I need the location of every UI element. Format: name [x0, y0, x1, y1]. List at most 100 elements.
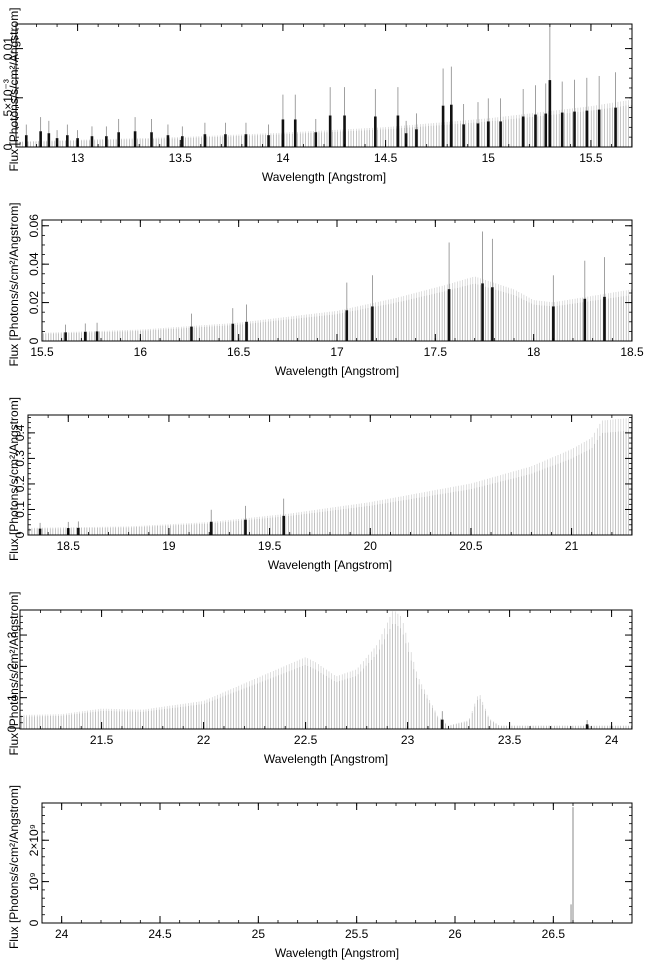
line-bar	[231, 323, 235, 341]
line-bar	[499, 121, 502, 147]
y-tick-label: 0.06	[27, 214, 41, 238]
emission-lines	[38, 498, 285, 535]
x-axis-title: Wavelength [Angstrom]	[264, 752, 388, 766]
y-tick-label: 2×10⁹	[27, 824, 41, 856]
line-bar	[328, 115, 332, 147]
line-bar	[166, 135, 170, 147]
line-bar	[374, 116, 377, 147]
x-tick-label: 14.5	[374, 151, 398, 165]
y-axis-title: Flux [Photons/s/cm²/Angstrom]	[7, 785, 21, 949]
line-bar	[244, 519, 247, 535]
y-axis-title: Flux [Photons/s/cm²/Angstrom]	[7, 202, 21, 366]
line-bar	[534, 114, 537, 147]
x-tick-label: 18.5	[57, 539, 81, 553]
x-tick-label: 25.5	[345, 927, 369, 941]
x-tick-label: 23.5	[498, 733, 522, 747]
x-tick-label: 16	[134, 345, 148, 359]
panel-1: 13 13.5 14 14.5 15 15.5 0 5×10⁻³ 0.01 Wavelength …	[1, 7, 633, 184]
x-tick-label: 20	[364, 539, 378, 553]
line-bar	[573, 111, 576, 147]
x-tick-label: 15.5	[30, 345, 54, 359]
line-bar	[491, 287, 494, 341]
x-tick-label: 21	[565, 539, 579, 553]
plot-frame	[15, 23, 633, 148]
x-tick-label: 23	[401, 733, 415, 747]
line-bar	[614, 107, 617, 147]
y-tick-label: 0.2	[13, 475, 27, 492]
x-tick-label: 18	[527, 345, 541, 359]
y-tick-label: 3	[5, 631, 19, 638]
line-bar	[343, 115, 346, 147]
y-axis-title: Flux [Photons/s/cm²/Angstrom]	[7, 591, 21, 755]
y-tick-label: 5×10⁻³	[1, 79, 15, 116]
continuum-bars	[42, 276, 632, 341]
y-minor-ticks	[42, 806, 632, 924]
y-minor-ticks	[16, 28, 632, 148]
x-axis-title: Wavelength [Angstrom]	[268, 558, 392, 572]
panel-3: 18.5 19 19.5 20 20.5 21 0 0.1 0.2 0.3 0.4 Wavelengt…	[7, 397, 633, 572]
y-tick-label: 10⁹	[27, 872, 41, 891]
line-bar	[314, 132, 318, 147]
y-axis-title: Flux [Photons/s/cm²/Angstrom]	[7, 397, 21, 561]
line-bar	[245, 321, 248, 341]
line-bar	[404, 133, 408, 147]
x-tick-label: 15	[482, 151, 496, 165]
panel-2: 15.5 16 16.5 17 17.5 18 18.5 0 0.02 0.04 0.06 Wavel…	[7, 202, 644, 378]
line-bar	[486, 121, 490, 147]
line-bar	[281, 119, 285, 147]
continuum-bars	[20, 611, 632, 729]
x-minor-ticks	[41, 803, 633, 923]
x-tick-label: 18.5	[620, 345, 644, 359]
line-bar	[597, 109, 601, 147]
x-tick-label: 26	[448, 927, 462, 941]
y-tick-label: 1	[5, 694, 19, 701]
x-tick-label: 22.5	[294, 733, 318, 747]
y-tick-label: 0	[27, 337, 41, 344]
line-bar	[224, 134, 227, 147]
x-tick-label: 14	[276, 151, 290, 165]
y-tick-label: 0.02	[27, 291, 41, 315]
x-minor-ticks	[15, 24, 633, 147]
line-bar	[83, 331, 87, 341]
x-tick-label: 24	[605, 733, 619, 747]
x-tick-label: 19	[162, 539, 176, 553]
line-bar	[396, 115, 400, 147]
line-bar	[293, 119, 297, 147]
x-tick-label: 15.5	[579, 151, 603, 165]
x-tick-label: 17.5	[424, 345, 448, 359]
y-tick-label: 0.04	[27, 252, 41, 276]
line-bar	[282, 515, 285, 535]
y-tick-label: 0.3	[13, 450, 27, 467]
x-tick-label: 16.5	[227, 345, 251, 359]
y-tick-label: 0	[5, 725, 19, 732]
line-bar	[415, 129, 418, 147]
line-bar	[544, 113, 548, 147]
y-tick-label: 0.4	[13, 424, 27, 441]
y-axis-title: Flux [Photons/s/cm²/Angstrom]	[7, 7, 21, 171]
line-bar	[447, 289, 451, 341]
emission-lines	[24, 24, 617, 147]
line-bar	[95, 331, 99, 341]
x-tick-label: 19.5	[258, 539, 282, 553]
x-axis-title: Wavelength [Angstrom]	[275, 364, 399, 378]
line-bar	[585, 724, 589, 729]
line-bar	[64, 332, 67, 341]
x-axis-title: Wavelength [Angstrom]	[275, 946, 399, 960]
line-bar	[267, 135, 270, 147]
line-bar	[24, 135, 28, 147]
x-tick-label: 17	[330, 345, 344, 359]
line-bar	[66, 135, 69, 147]
line-bar	[150, 132, 153, 147]
x-tick-label: 24.5	[148, 927, 172, 941]
line-bar	[583, 298, 587, 341]
line-bar	[181, 136, 184, 147]
x-tick-label: 13.5	[169, 151, 193, 165]
line-bar	[552, 306, 555, 341]
line-bar	[209, 521, 213, 535]
line-bar	[450, 104, 453, 147]
line-bar	[481, 283, 484, 341]
line-bar	[117, 132, 120, 147]
